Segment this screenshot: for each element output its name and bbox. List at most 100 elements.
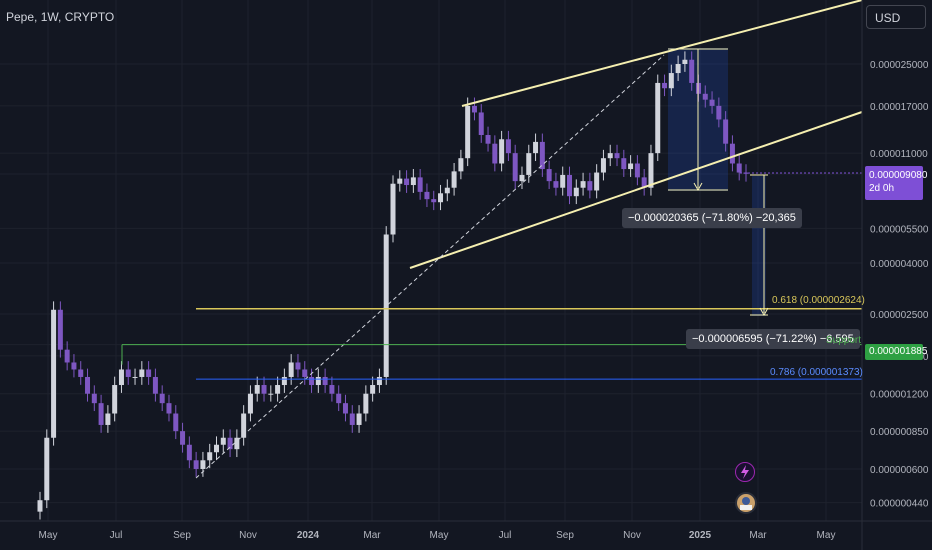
candle-body [553, 181, 559, 188]
x-tick-label: Sep [556, 530, 574, 541]
candle-body [329, 385, 335, 394]
channel-lower-line [409, 111, 863, 269]
candle-body [499, 139, 505, 164]
x-axis: May Jul Sep Nov 2024 Mar May Jul Sep Nov 2025 Mar Ma… [0, 520, 932, 541]
candle-body [193, 460, 199, 469]
x-tick-label: Nov [239, 530, 257, 541]
candle-body [118, 369, 124, 386]
candle-body [302, 369, 308, 377]
candle-body [689, 59, 695, 83]
candle-body [485, 135, 491, 144]
candle-body [655, 82, 661, 154]
candle-body [281, 376, 287, 386]
x-tick-label: Mar [363, 530, 381, 541]
x-tick-label: Jul [110, 530, 123, 541]
candle-body [186, 444, 192, 461]
support-price-badge: 0.000001885 [865, 344, 927, 360]
candle-body [98, 403, 104, 425]
candle-body [275, 385, 281, 394]
candle-body [512, 153, 518, 182]
candle-body [85, 376, 91, 394]
candle-body [709, 99, 715, 106]
candle-body [105, 413, 111, 425]
candle-body [594, 172, 600, 191]
y-tick-label: 0.000011000 [870, 149, 928, 160]
y-tick-label: 0.000000600 [870, 465, 929, 476]
candle-body [668, 73, 674, 89]
x-tick-label: May [39, 530, 58, 541]
candle-body [614, 153, 620, 159]
fib-786-label: 0.786 (0.000001373) [770, 367, 863, 378]
candle-body [227, 437, 233, 450]
candle-body [519, 174, 525, 182]
candle-body [234, 437, 240, 450]
candle-body [539, 141, 545, 170]
candle-body [675, 64, 681, 74]
last-price-badge: 0.000009080 2d 0h [865, 166, 928, 200]
candle-body [628, 163, 634, 170]
y-tick-label: 0.000000440 [870, 499, 929, 510]
support-label: Support [826, 335, 862, 346]
y-tick-label: 0.000002500 [870, 310, 929, 321]
candle-body [315, 376, 321, 386]
candle-body [152, 376, 158, 394]
candle-body [342, 403, 348, 414]
candle-body [383, 234, 389, 377]
candle-body [621, 158, 627, 170]
candle-body [57, 309, 63, 350]
candles [37, 51, 749, 520]
candle-body [51, 309, 57, 438]
candle-body [241, 413, 247, 438]
y-tick-label: 0.000017000 [870, 102, 929, 113]
candle-body [146, 369, 152, 377]
candle-body [567, 174, 572, 197]
candle-body [471, 105, 477, 113]
measure-label-upper: −0.000020365 (−71.80%) −20,365 [622, 208, 802, 228]
y-tick-label: 0.000005500 [870, 224, 929, 235]
candle-body [458, 158, 464, 172]
candle-body [662, 82, 668, 89]
channel-upper-line [461, 0, 863, 107]
candle-body [438, 193, 444, 203]
chart-title: Pepe, 1W, CRYPTO [6, 10, 115, 24]
candle-body [587, 181, 593, 191]
candle-body [247, 393, 253, 414]
last-price: 0.000009080 [869, 170, 928, 181]
candle-body [478, 112, 484, 136]
candle-body [207, 452, 213, 461]
candle-body [309, 376, 315, 386]
candle-body [78, 369, 84, 377]
candle-body [410, 177, 416, 186]
candle-body [166, 403, 172, 414]
candle-body [261, 385, 267, 394]
candle-body [682, 59, 688, 64]
x-tick-label: Jul [499, 530, 512, 541]
candle-body [349, 413, 355, 425]
candle-body [573, 187, 579, 197]
lightning-icon[interactable] [735, 462, 755, 482]
y-axis: 0.000025000 0.000017000 0.000011000 0.00000… [861, 0, 929, 550]
candle-body [716, 105, 722, 120]
candle-body [37, 500, 43, 512]
trend-dashed-line [195, 54, 665, 479]
candle-body [404, 178, 410, 186]
candle-body [560, 174, 566, 188]
candle-body [729, 143, 735, 164]
candle-body [580, 181, 586, 188]
avatar-icon[interactable] [735, 492, 757, 514]
candle-body [125, 369, 131, 377]
candle-body [71, 362, 77, 370]
candle-body [220, 437, 226, 445]
bar-countdown: 2d 0h [869, 183, 895, 194]
candle-body [702, 93, 708, 100]
x-tick-label: Mar [749, 530, 767, 541]
x-tick-label: 2024 [297, 530, 320, 541]
measure-upper-arrowhead [693, 182, 703, 192]
candle-body [295, 362, 301, 370]
candle-body [526, 153, 532, 175]
candle-body [91, 393, 97, 404]
currency-selector[interactable]: USD [866, 5, 926, 29]
candle-body [376, 376, 382, 386]
candle-body [634, 163, 640, 178]
